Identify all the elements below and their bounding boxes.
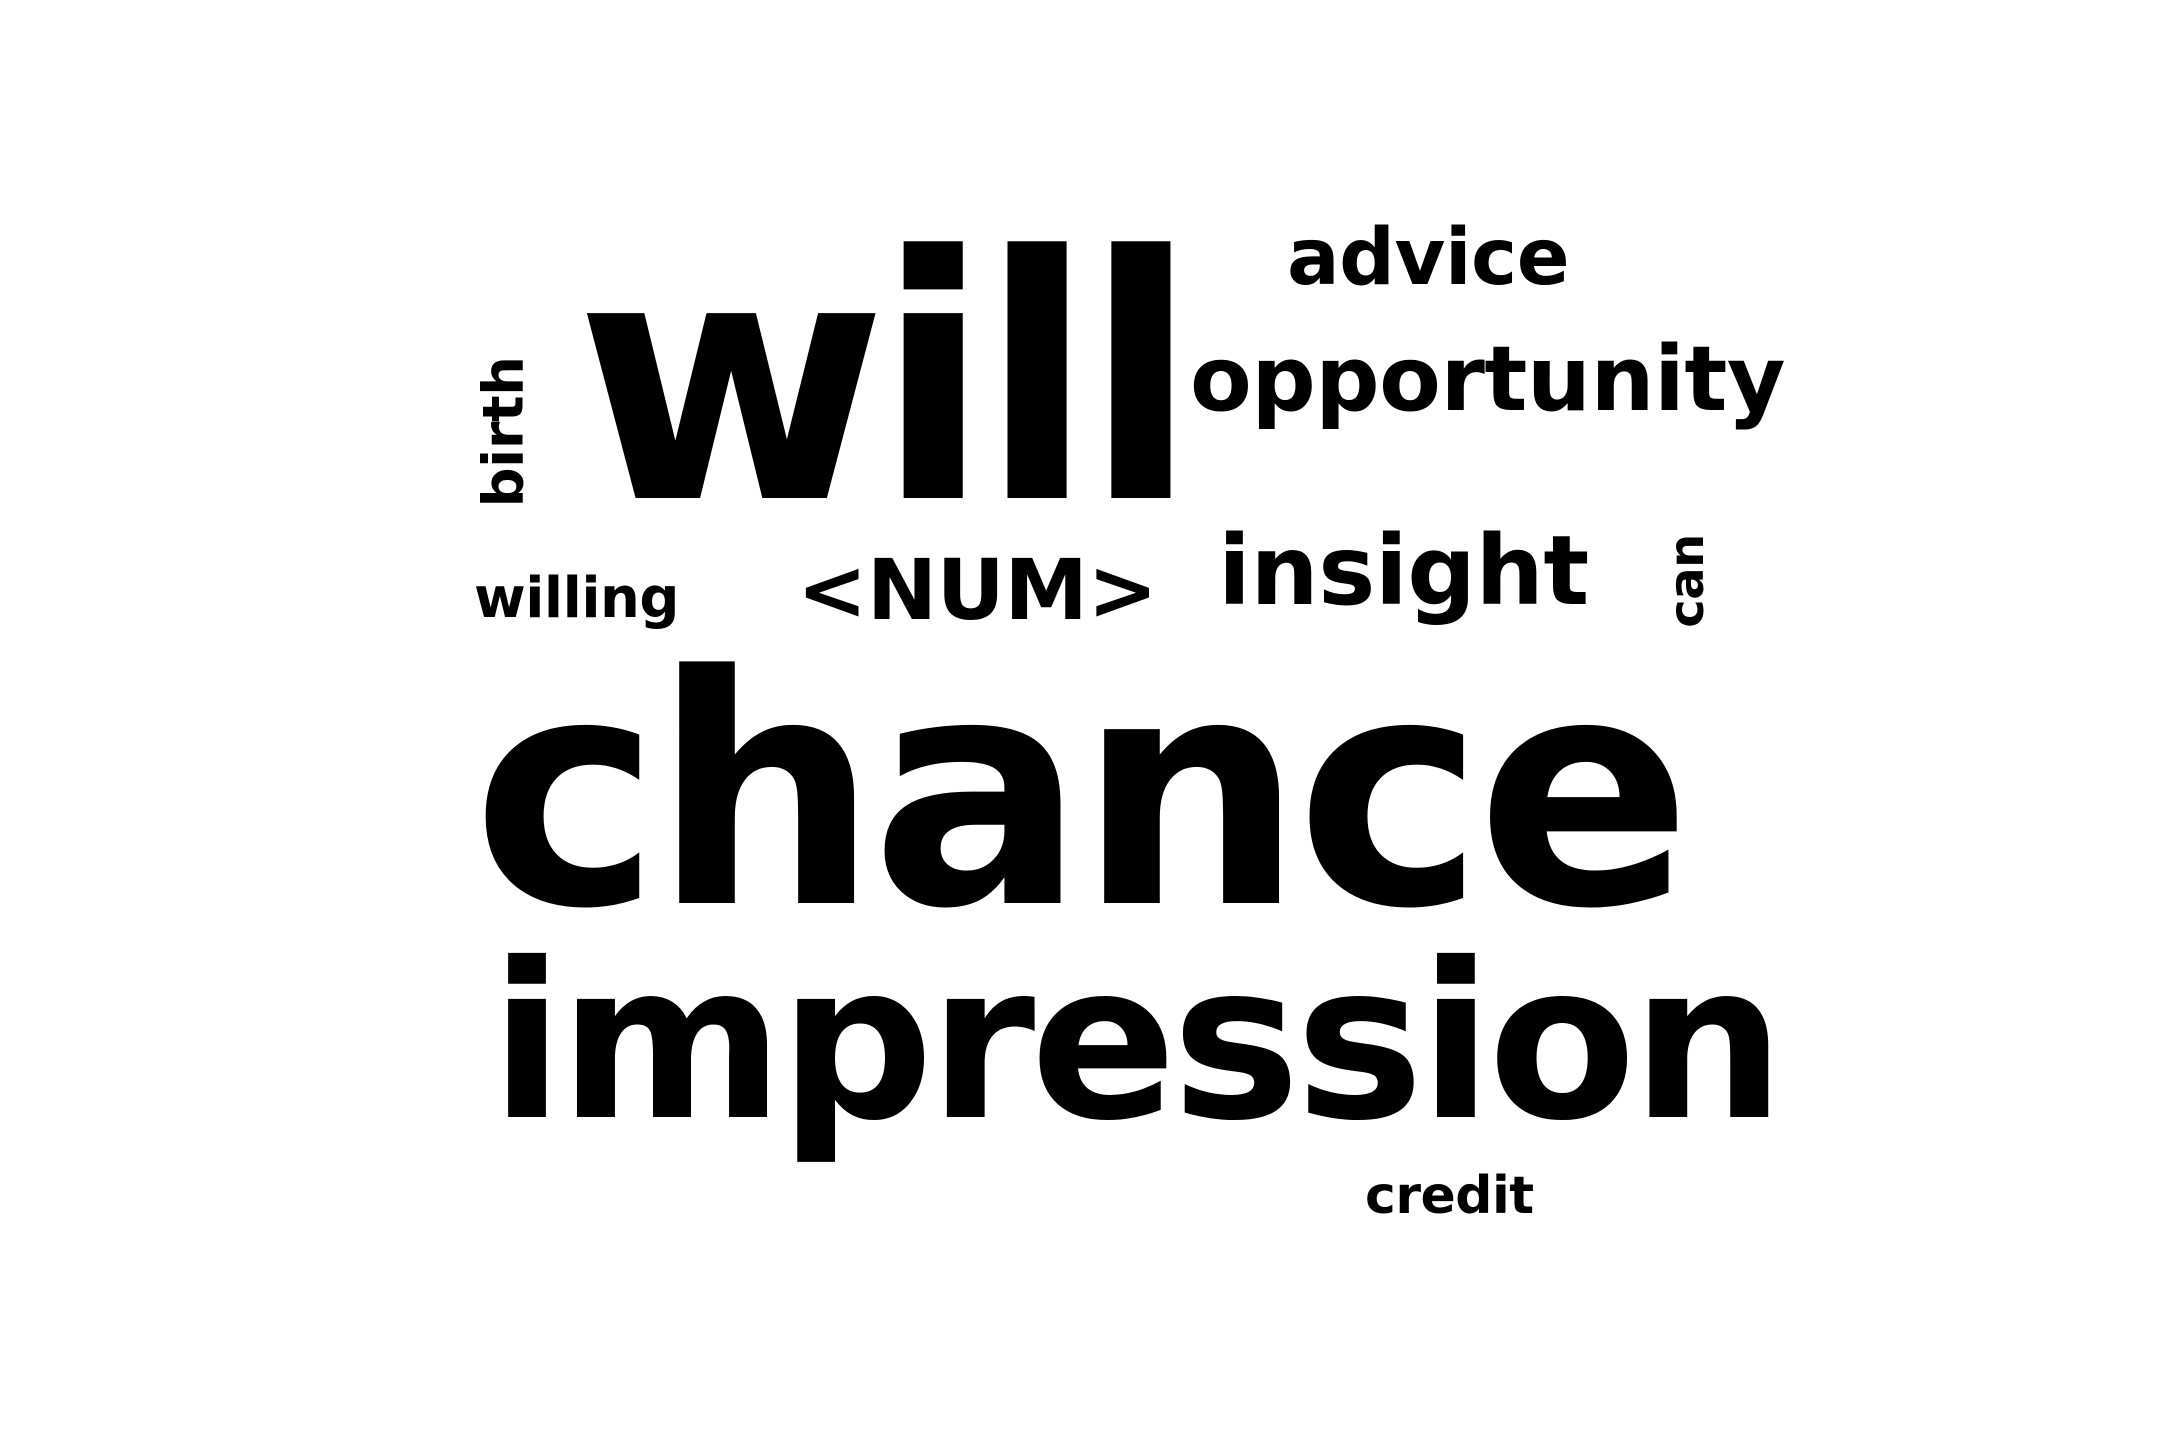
word-will: will (575, 184, 1199, 578)
word-birth: birth (471, 356, 537, 508)
word-chance: chance (472, 608, 1692, 978)
word-insight: insight (1218, 515, 1589, 627)
word-num: <NUM> (797, 541, 1158, 639)
word-advice: advice (1287, 213, 1570, 303)
word-impression: impression (490, 917, 1785, 1168)
word-opportunity: opportunity (1190, 327, 1786, 432)
word-credit: credit (1365, 1166, 1534, 1226)
word-willing: willing (474, 566, 679, 631)
